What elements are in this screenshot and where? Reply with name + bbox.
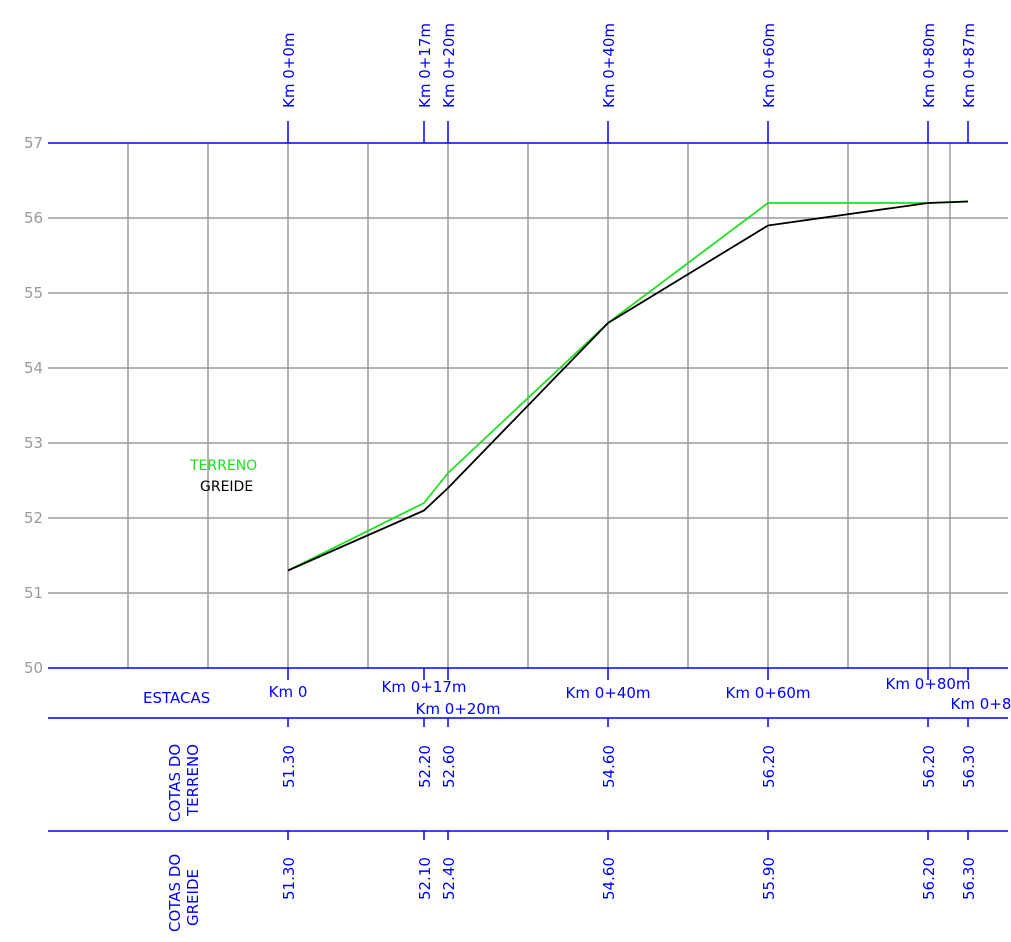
y-tick-label: 55 xyxy=(24,284,43,302)
top-station-label: Km 0+20m xyxy=(440,23,458,108)
elevation-label-terreno: 56.20 xyxy=(760,745,778,788)
elevation-label-terreno: 52.20 xyxy=(416,745,434,788)
grid-layer xyxy=(48,143,1008,668)
y-tick-label: 50 xyxy=(24,659,43,677)
elevation-label-greide: 54.60 xyxy=(600,857,618,900)
cotas-greide-header-line1: COTAS DO xyxy=(166,854,184,932)
elevation-label-greide: 51.30 xyxy=(280,857,298,900)
elevation-label-terreno: 56.30 xyxy=(960,745,978,788)
bottom-station-label: Km 0+17m xyxy=(381,678,466,696)
cotas-greide-header-line2: GREIDE xyxy=(184,869,202,926)
top-station-label: Km 0+17m xyxy=(416,23,434,108)
legend-greide: GREIDE xyxy=(200,479,253,495)
elevation-label-greide: 52.10 xyxy=(416,857,434,900)
bottom-station-label: Km 0+80m xyxy=(885,675,970,693)
elevation-label-terreno: 51.30 xyxy=(280,745,298,788)
elevation-label-greide: 52.40 xyxy=(440,857,458,900)
cotas-terreno-header-line2: TERRENO xyxy=(184,744,202,817)
bottom-station-label: Km 0+85m xyxy=(950,695,1011,713)
elevation-label-greide: 56.30 xyxy=(960,857,978,900)
elevation-label-greide: 56.20 xyxy=(920,857,938,900)
y-tick-label: 52 xyxy=(24,509,43,527)
elevation-label-terreno: 52.60 xyxy=(440,745,458,788)
bottom-station-label: Km 0+40m xyxy=(565,684,650,702)
top-station-label: Km 0+60m xyxy=(760,23,778,108)
label-layer: 50 51 52 53 54 55 56 57 Km 0+0m Km 0+17m Km 0+20m K… xyxy=(24,23,1011,900)
series-line-greide xyxy=(287,200,969,572)
y-tick-label: 51 xyxy=(24,584,43,602)
legend-terreno: TERRENO xyxy=(189,458,257,474)
cotas-terreno-header-line1: COTAS DO xyxy=(166,744,184,822)
y-tick-label: 53 xyxy=(24,434,43,452)
estacas-header: ESTACAS xyxy=(143,689,210,707)
series-layer xyxy=(287,200,969,572)
elevation-label-terreno: 56.20 xyxy=(920,745,938,788)
bottom-station-label: Km 0+60m xyxy=(725,684,810,702)
cotas-greide-header: COTAS DO GREIDE xyxy=(166,854,202,932)
top-station-label: Km 0+0m xyxy=(280,33,298,108)
elevation-label-greide: 55.90 xyxy=(760,857,778,900)
y-tick-label: 56 xyxy=(24,209,43,227)
y-tick-label: 57 xyxy=(24,134,43,152)
cotas-terreno-header: COTAS DO TERRENO xyxy=(166,744,202,822)
series-line-terreno xyxy=(287,200,969,572)
elevation-label-terreno: 54.60 xyxy=(600,745,618,788)
top-station-label: Km 0+40m xyxy=(600,23,618,108)
frame-layer xyxy=(48,121,1008,840)
top-station-label: Km 0+87m xyxy=(960,23,978,108)
top-station-label: Km 0+80m xyxy=(920,23,938,108)
bottom-station-label: Km 0 xyxy=(269,683,308,701)
bottom-station-label: Km 0+20m xyxy=(415,700,500,718)
y-tick-label: 54 xyxy=(24,359,43,377)
